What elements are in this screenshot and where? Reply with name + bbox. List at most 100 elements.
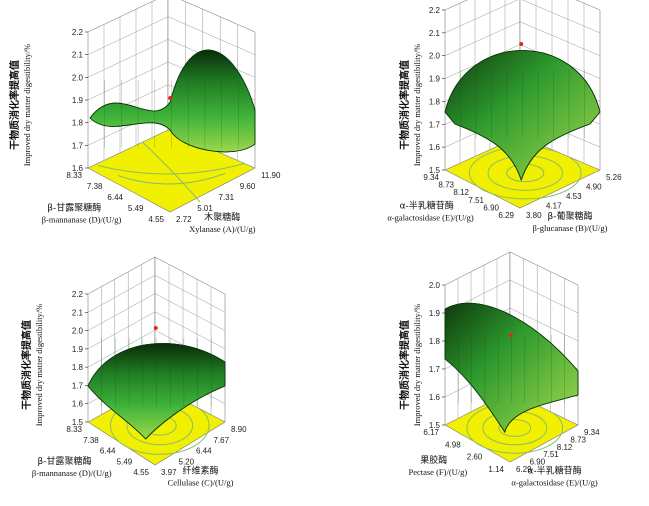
contour-line (117, 173, 226, 185)
floor-contours (97, 137, 246, 203)
surface-outline (87, 343, 226, 440)
z-axis-title-cn: 干物质消化率提高值 (8, 60, 21, 150)
z-tick-label: 1.8 (72, 363, 84, 372)
z-tick-label: 1.8 (429, 337, 441, 346)
surface-outline (444, 302, 579, 433)
z-axis-ticks: 2.0 1.9 1.8 1.7 1.6 1.5 (429, 281, 445, 430)
x-axis-title-cn: 木聚糖酶 (204, 211, 240, 223)
x-axis-title-cn: 纤维素酶 (182, 465, 218, 477)
z-tick-label: 1.9 (429, 309, 441, 318)
x-tick-label: 7.31 (219, 193, 235, 202)
z-axis-ticks: 2.2 2.1 2.0 1.9 1.8 1.7 1.6 1.5 (429, 6, 445, 175)
grid-line (87, 16, 256, 55)
x-axis-title-en: Cellulase (C)/(U/g) (168, 478, 234, 488)
z-tick-label: 1.6 (429, 393, 441, 402)
z-tick-label: 2.2 (72, 28, 84, 37)
z-tick-label: 1.7 (429, 365, 441, 374)
z-tick-label: 2.0 (429, 281, 441, 290)
z-tick-label: 2.1 (429, 29, 441, 38)
y-tick-label: 5.49 (117, 457, 133, 466)
x-tick-label: 5.20 (179, 457, 195, 466)
z-axis-ticks: 2.2 2.1 2.0 1.9 1.8 1.7 1.6 1.5 (72, 290, 88, 427)
y-tick-label: 8.73 (438, 181, 454, 190)
x-tick-label: 3.80 (526, 211, 542, 220)
y-tick-label: 6.90 (483, 203, 499, 212)
x-tick-label: 3.97 (161, 468, 177, 477)
z-tick-label: 1.9 (72, 96, 84, 105)
x-axis-ticks: 6.296.907.518.128.739.34 (516, 428, 600, 474)
grid-line (87, 311, 226, 350)
z-tick-label: 2.0 (72, 73, 84, 82)
x-axis-ticks: 2.72 5.01 7.31 9.60 11.90 (176, 171, 281, 224)
y-tick-label: 4.98 (445, 440, 461, 449)
y-tick-label: 4.55 (133, 468, 149, 477)
grid-line (444, 21, 601, 56)
y-tick-label: 4.55 (148, 215, 164, 224)
x-tick-label: 7.51 (543, 450, 559, 459)
x-tick-label: 4.53 (566, 192, 582, 201)
surface-outline (89, 49, 256, 153)
optimum-point (508, 333, 513, 337)
z-tick-label: 1.7 (72, 381, 84, 390)
grid-line (87, 0, 256, 33)
surface-outline (444, 50, 601, 182)
grid-line (87, 129, 256, 169)
surface-panel-2: 2.2 2.1 2.0 1.9 1.8 1.7 1.6 1.59.348.738.127.51… (387, 0, 622, 233)
surface-mesh (458, 335, 565, 403)
x-tick-label: 8.73 (570, 435, 586, 444)
z-tick-label: 1.7 (429, 120, 441, 129)
z-axis-title-en: Improved dry matter digestibility/% (412, 304, 422, 427)
z-axis-ticks: 2.2 2.1 2.0 1.9 1.8 1.7 1.6 (72, 28, 88, 173)
y-axis-ticks: 6.17 4.98 2.60 1.14 (423, 428, 504, 474)
y-tick-label: 2.60 (467, 453, 483, 462)
grid-line (444, 279, 579, 314)
x-tick-label: 7.67 (214, 436, 230, 445)
y-axis-ticks: 8.337.386.445.494.55 (66, 425, 149, 477)
y-axis-title-en: β-mannanase (D)/(U/g) (42, 215, 122, 225)
y-tick-label: 8.33 (66, 425, 82, 434)
z-axis-title-cn: 干物质消化率提高值 (398, 320, 411, 410)
y-tick-label: 9.34 (423, 173, 439, 182)
y-axis-ticks: 9.348.738.127.516.906.29 (423, 173, 514, 220)
y-tick-label: 8.12 (453, 188, 469, 197)
x-tick-label: 4.90 (586, 183, 602, 192)
z-tick-label: 1.6 (72, 400, 84, 409)
surface-panel-1: 2.2 2.1 2.0 1.9 1.8 1.7 1.68.33 7.38 6.44 5.49 4.5… (8, 0, 281, 234)
grid-line (87, 256, 226, 295)
y-axis-title-en: Pectase (F)/(U/g) (408, 467, 467, 477)
z-tick-label: 1.5 (429, 166, 441, 175)
grid-line (87, 275, 226, 313)
z-axis-title-cn: 干物质消化率提高值 (20, 320, 33, 410)
z-axis-title: 干物质消化率提高值 Improved dry matter digestibili… (398, 44, 422, 167)
z-tick-label: 1.8 (429, 97, 441, 106)
z-axis-title: 干物质消化率提高值 Improved dry matter digestibili… (398, 304, 422, 427)
x-axis-title-en: Xylanase (A)/(U/g) (189, 224, 255, 234)
optimum-point (519, 42, 524, 46)
z-tick-label: 1.8 (72, 119, 84, 128)
contour-line (137, 137, 201, 203)
grid-line (444, 251, 579, 286)
x-tick-label: 9.34 (584, 428, 600, 437)
y-tick-label: 6.29 (498, 211, 514, 220)
z-tick-label: 2.1 (72, 308, 84, 317)
z-tick-label: 2.1 (72, 51, 84, 60)
z-tick-label: 1.7 (72, 141, 84, 150)
z-axis-title-en: Improved dry matter digestibility/% (34, 304, 44, 427)
x-tick-label: 6.29 (516, 465, 532, 474)
x-tick-label: 6.90 (530, 458, 546, 467)
x-tick-label: 4.17 (546, 202, 562, 211)
contour-line (97, 163, 246, 175)
z-tick-label: 1.6 (429, 143, 441, 152)
z-axis-title-en: Improved dry matter digestibility/% (412, 44, 422, 167)
z-tick-label: 1.5 (72, 418, 84, 427)
y-axis-title-cn: α-半乳糖苷酶 (400, 200, 454, 212)
z-axis-title-en: Improved dry matter digestibility/% (22, 44, 32, 167)
x-tick-label: 8.90 (231, 425, 247, 434)
x-tick-label: 6.44 (196, 447, 212, 456)
z-tick-label: 2.0 (72, 327, 84, 336)
y-tick-label: 5.49 (128, 204, 144, 213)
x-tick-label: 8.12 (557, 443, 573, 452)
surface-mesh (104, 80, 239, 148)
y-axis-title-cn: β-甘露聚糖酶 (47, 202, 101, 214)
x-axis-title-en: β-glucanase (B)/(U/g) (533, 223, 608, 233)
